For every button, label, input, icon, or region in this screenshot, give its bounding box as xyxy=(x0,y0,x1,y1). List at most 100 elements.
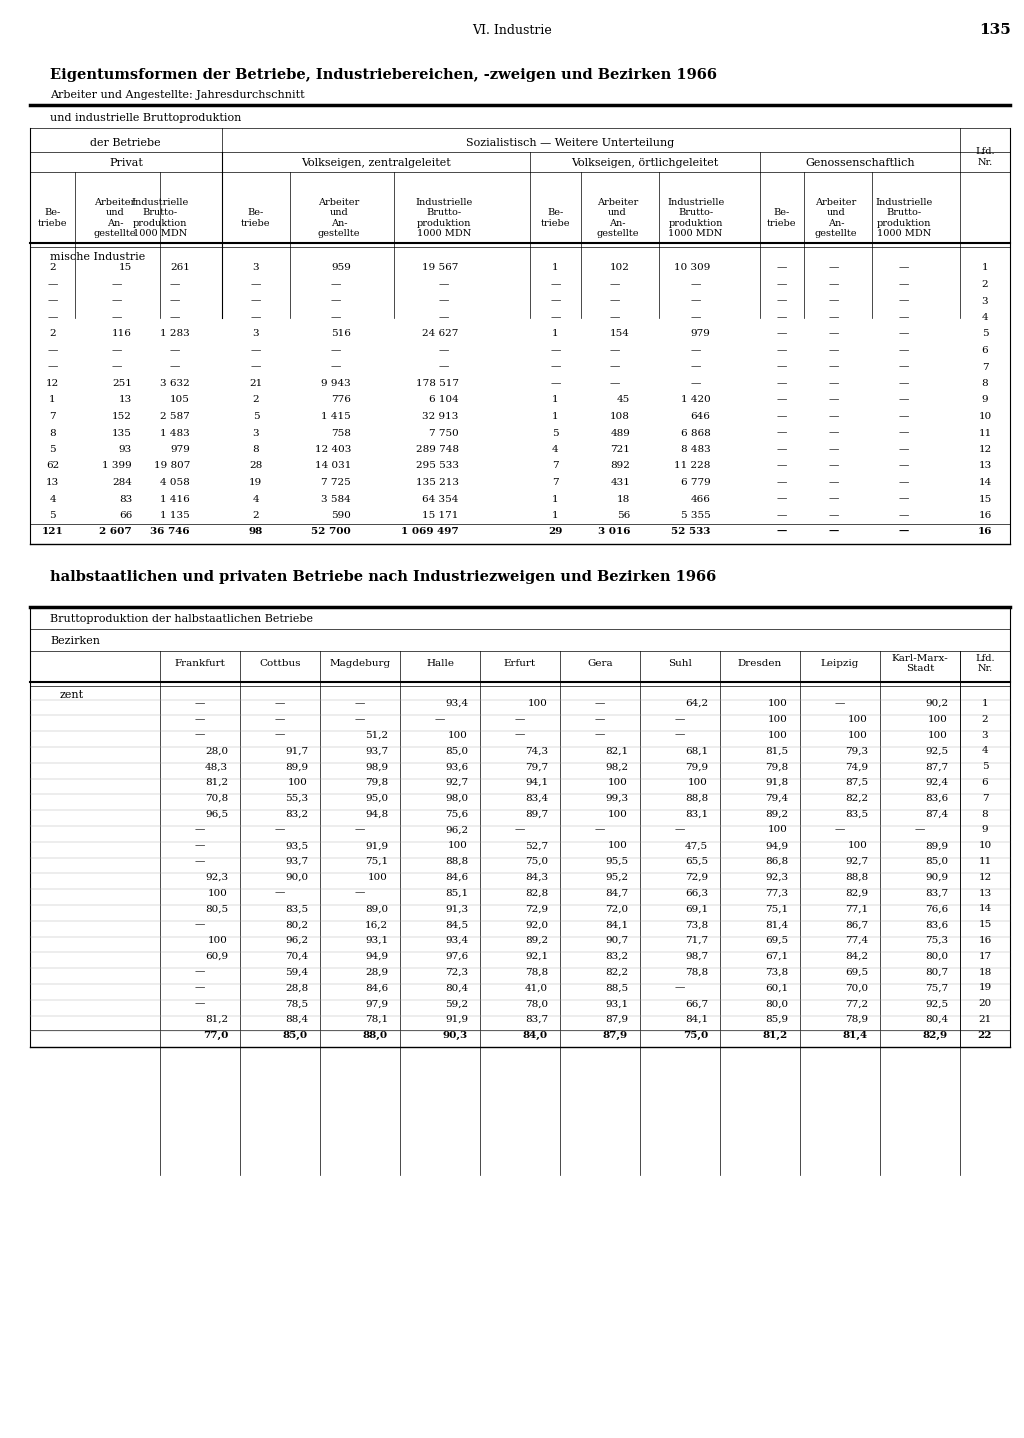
Text: —: — xyxy=(690,280,700,289)
Text: 94,8: 94,8 xyxy=(365,810,388,818)
Text: —: — xyxy=(251,296,261,305)
Text: 85,9: 85,9 xyxy=(765,1015,788,1024)
Text: —: — xyxy=(777,280,787,289)
Text: 92,4: 92,4 xyxy=(925,778,948,787)
Text: Halle: Halle xyxy=(426,659,454,669)
Text: Bruttoproduktion der halbstaatlichen Betriebe: Bruttoproduktion der halbstaatlichen Bet… xyxy=(50,614,313,624)
Text: 758: 758 xyxy=(331,429,351,437)
Text: 83,5: 83,5 xyxy=(845,810,868,818)
Text: 78,8: 78,8 xyxy=(685,968,708,976)
Text: 2: 2 xyxy=(49,329,56,338)
Text: 62: 62 xyxy=(46,462,59,470)
Text: 1 135: 1 135 xyxy=(160,510,190,521)
Text: 81,2: 81,2 xyxy=(205,1015,228,1024)
Text: 89,2: 89,2 xyxy=(765,810,788,818)
Text: Be-
triebe: Be- triebe xyxy=(241,209,270,227)
Text: —: — xyxy=(899,510,909,521)
Text: 88,5: 88,5 xyxy=(605,984,628,992)
Text: —: — xyxy=(112,362,122,371)
Text: 98,2: 98,2 xyxy=(605,762,628,771)
Text: —: — xyxy=(777,380,787,388)
Text: —: — xyxy=(828,380,840,388)
Text: 3: 3 xyxy=(253,263,259,272)
Text: —: — xyxy=(899,526,909,536)
Text: 154: 154 xyxy=(610,329,630,338)
Text: —: — xyxy=(195,999,205,1008)
Text: 3 016: 3 016 xyxy=(598,526,630,536)
Text: —: — xyxy=(515,825,525,834)
Text: 92,3: 92,3 xyxy=(765,873,788,881)
Text: —: — xyxy=(828,296,840,305)
Text: 85,1: 85,1 xyxy=(444,889,468,897)
Text: 94,9: 94,9 xyxy=(765,841,788,850)
Text: 1: 1 xyxy=(49,395,56,404)
Text: —: — xyxy=(675,715,685,723)
Text: 97,6: 97,6 xyxy=(444,952,468,961)
Text: halbstaatlichen und privaten Betriebe nach Industriezweigen und Bezirken 1966: halbstaatlichen und privaten Betriebe na… xyxy=(50,569,716,584)
Text: 6 104: 6 104 xyxy=(429,395,459,404)
Text: —: — xyxy=(331,313,341,322)
Text: 80,0: 80,0 xyxy=(765,999,788,1008)
Text: —: — xyxy=(610,296,621,305)
Text: —: — xyxy=(195,857,205,866)
Text: Volkseigen, zentralgeleitet: Volkseigen, zentralgeleitet xyxy=(301,158,451,168)
Text: 100: 100 xyxy=(768,825,788,834)
Text: 83: 83 xyxy=(119,495,132,503)
Text: 72,0: 72,0 xyxy=(605,905,628,913)
Text: 19: 19 xyxy=(978,984,991,992)
Text: 2: 2 xyxy=(253,395,259,404)
Text: 88,0: 88,0 xyxy=(362,1031,388,1040)
Text: —: — xyxy=(112,280,122,289)
Text: 52 533: 52 533 xyxy=(671,526,711,536)
Text: 6: 6 xyxy=(982,778,988,787)
Text: 1: 1 xyxy=(982,263,988,272)
Text: 75,1: 75,1 xyxy=(365,857,388,866)
Text: —: — xyxy=(675,825,685,834)
Text: 36 746: 36 746 xyxy=(151,526,190,536)
Text: —: — xyxy=(251,362,261,371)
Text: 100: 100 xyxy=(768,731,788,739)
Text: —: — xyxy=(47,296,57,305)
Text: —: — xyxy=(331,362,341,371)
Text: 77,4: 77,4 xyxy=(845,936,868,945)
Text: 152: 152 xyxy=(112,413,132,421)
Text: —: — xyxy=(354,715,366,723)
Text: 295 533: 295 533 xyxy=(416,462,459,470)
Text: 2 587: 2 587 xyxy=(160,413,190,421)
Text: 98: 98 xyxy=(249,526,263,536)
Text: 75,0: 75,0 xyxy=(683,1031,708,1040)
Text: 92,0: 92,0 xyxy=(525,920,548,929)
Text: Be-
triebe: Be- triebe xyxy=(767,209,797,227)
Text: 92,7: 92,7 xyxy=(444,778,468,787)
Text: —: — xyxy=(899,296,909,305)
Text: 3: 3 xyxy=(982,296,988,305)
Text: 56: 56 xyxy=(616,510,630,521)
Text: —: — xyxy=(777,413,787,421)
Text: 646: 646 xyxy=(691,413,711,421)
Text: 98,9: 98,9 xyxy=(365,762,388,771)
Text: 93,4: 93,4 xyxy=(444,936,468,945)
Text: 69,5: 69,5 xyxy=(845,968,868,976)
Text: 2: 2 xyxy=(253,510,259,521)
Text: 1 416: 1 416 xyxy=(160,495,190,503)
Text: —: — xyxy=(195,984,205,992)
Text: 135 213: 135 213 xyxy=(416,477,459,487)
Text: 2 607: 2 607 xyxy=(99,526,132,536)
Text: 95,0: 95,0 xyxy=(365,794,388,802)
Text: 84,7: 84,7 xyxy=(605,889,628,897)
Text: 84,3: 84,3 xyxy=(525,873,548,881)
Text: —: — xyxy=(195,715,205,723)
Text: 6 779: 6 779 xyxy=(681,477,711,487)
Text: 90,2: 90,2 xyxy=(925,699,948,707)
Text: 14: 14 xyxy=(978,905,991,913)
Text: —: — xyxy=(610,380,621,388)
Text: 90,3: 90,3 xyxy=(442,1031,468,1040)
Text: —: — xyxy=(251,313,261,322)
Text: 1: 1 xyxy=(552,413,559,421)
Text: Industrielle
Brutto-
produktion
1000 MDN: Industrielle Brutto- produktion 1000 MDN xyxy=(667,198,724,239)
Text: 14: 14 xyxy=(978,477,991,487)
Text: 17: 17 xyxy=(978,952,991,961)
Text: —: — xyxy=(610,347,621,355)
Text: 75,7: 75,7 xyxy=(925,984,948,992)
Text: Leipzig: Leipzig xyxy=(821,659,859,669)
